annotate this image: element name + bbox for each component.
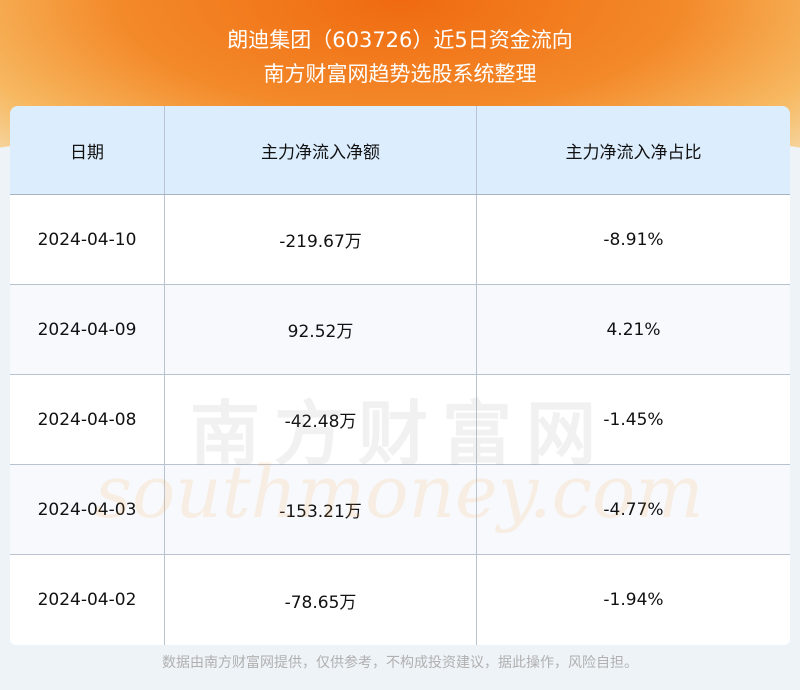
table-row: 2024-04-09 92.52万 4.21% <box>10 285 790 375</box>
net-ratio-cell: -1.45% <box>603 409 664 430</box>
date-cell: 2024-04-09 <box>10 285 165 374</box>
date-cell: 2024-04-03 <box>10 465 165 554</box>
date-cell: 2024-04-10 <box>10 195 165 284</box>
net-amount-cell: -42.48万 <box>165 375 477 464</box>
date-cell: 2024-04-02 <box>10 555 165 645</box>
net-ratio-cell: -4.77% <box>603 499 664 520</box>
column-header-net-amount: 主力净流入净额 <box>165 106 477 194</box>
page-subtitle: 南方财富网趋势选股系统整理 <box>263 62 537 86</box>
disclaimer: 数据由南方财富网提供，仅供参考，不构成投资建议，据此操作，风险自担。 <box>162 655 638 671</box>
net-ratio-cell: -1.94% <box>603 590 664 610</box>
net-amount-cell: -78.65万 <box>165 555 477 645</box>
table-row: 2024-04-02 -78.65万 -1.94% <box>10 555 790 645</box>
net-amount-cell: 92.52万 <box>165 285 477 374</box>
net-ratio-cell: -8.91% <box>603 229 664 250</box>
page-title: 朗迪集团（603726）近5日资金流向 <box>227 28 573 52</box>
net-amount-cell: -153.21万 <box>165 465 477 554</box>
table-row: 2024-04-10 -219.67万 -8.91% <box>10 195 790 285</box>
column-header-date: 日期 <box>10 106 165 194</box>
net-amount-cell: -219.67万 <box>165 195 477 284</box>
column-header-net-ratio: 主力净流入净占比 <box>565 142 702 163</box>
table-row: 2024-04-03 -153.21万 -4.77% <box>10 465 790 555</box>
fund-flow-table: 日期 主力净流入净额 主力净流入净占比 2024-04-10 -219.67万 … <box>10 106 790 645</box>
date-cell: 2024-04-08 <box>10 375 165 464</box>
table-header: 日期 主力净流入净额 主力净流入净占比 <box>10 106 790 195</box>
table-row: 2024-04-08 -42.48万 -1.45% <box>10 375 790 465</box>
net-ratio-cell: 4.21% <box>606 319 661 340</box>
